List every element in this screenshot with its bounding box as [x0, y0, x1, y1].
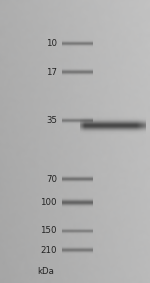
Text: 17: 17 — [46, 68, 57, 77]
Text: 10: 10 — [46, 39, 57, 48]
Text: 100: 100 — [40, 198, 57, 207]
Text: 150: 150 — [40, 226, 57, 235]
Text: 70: 70 — [46, 175, 57, 184]
Text: 210: 210 — [40, 246, 57, 255]
Text: kDa: kDa — [37, 267, 54, 276]
Text: 35: 35 — [46, 116, 57, 125]
